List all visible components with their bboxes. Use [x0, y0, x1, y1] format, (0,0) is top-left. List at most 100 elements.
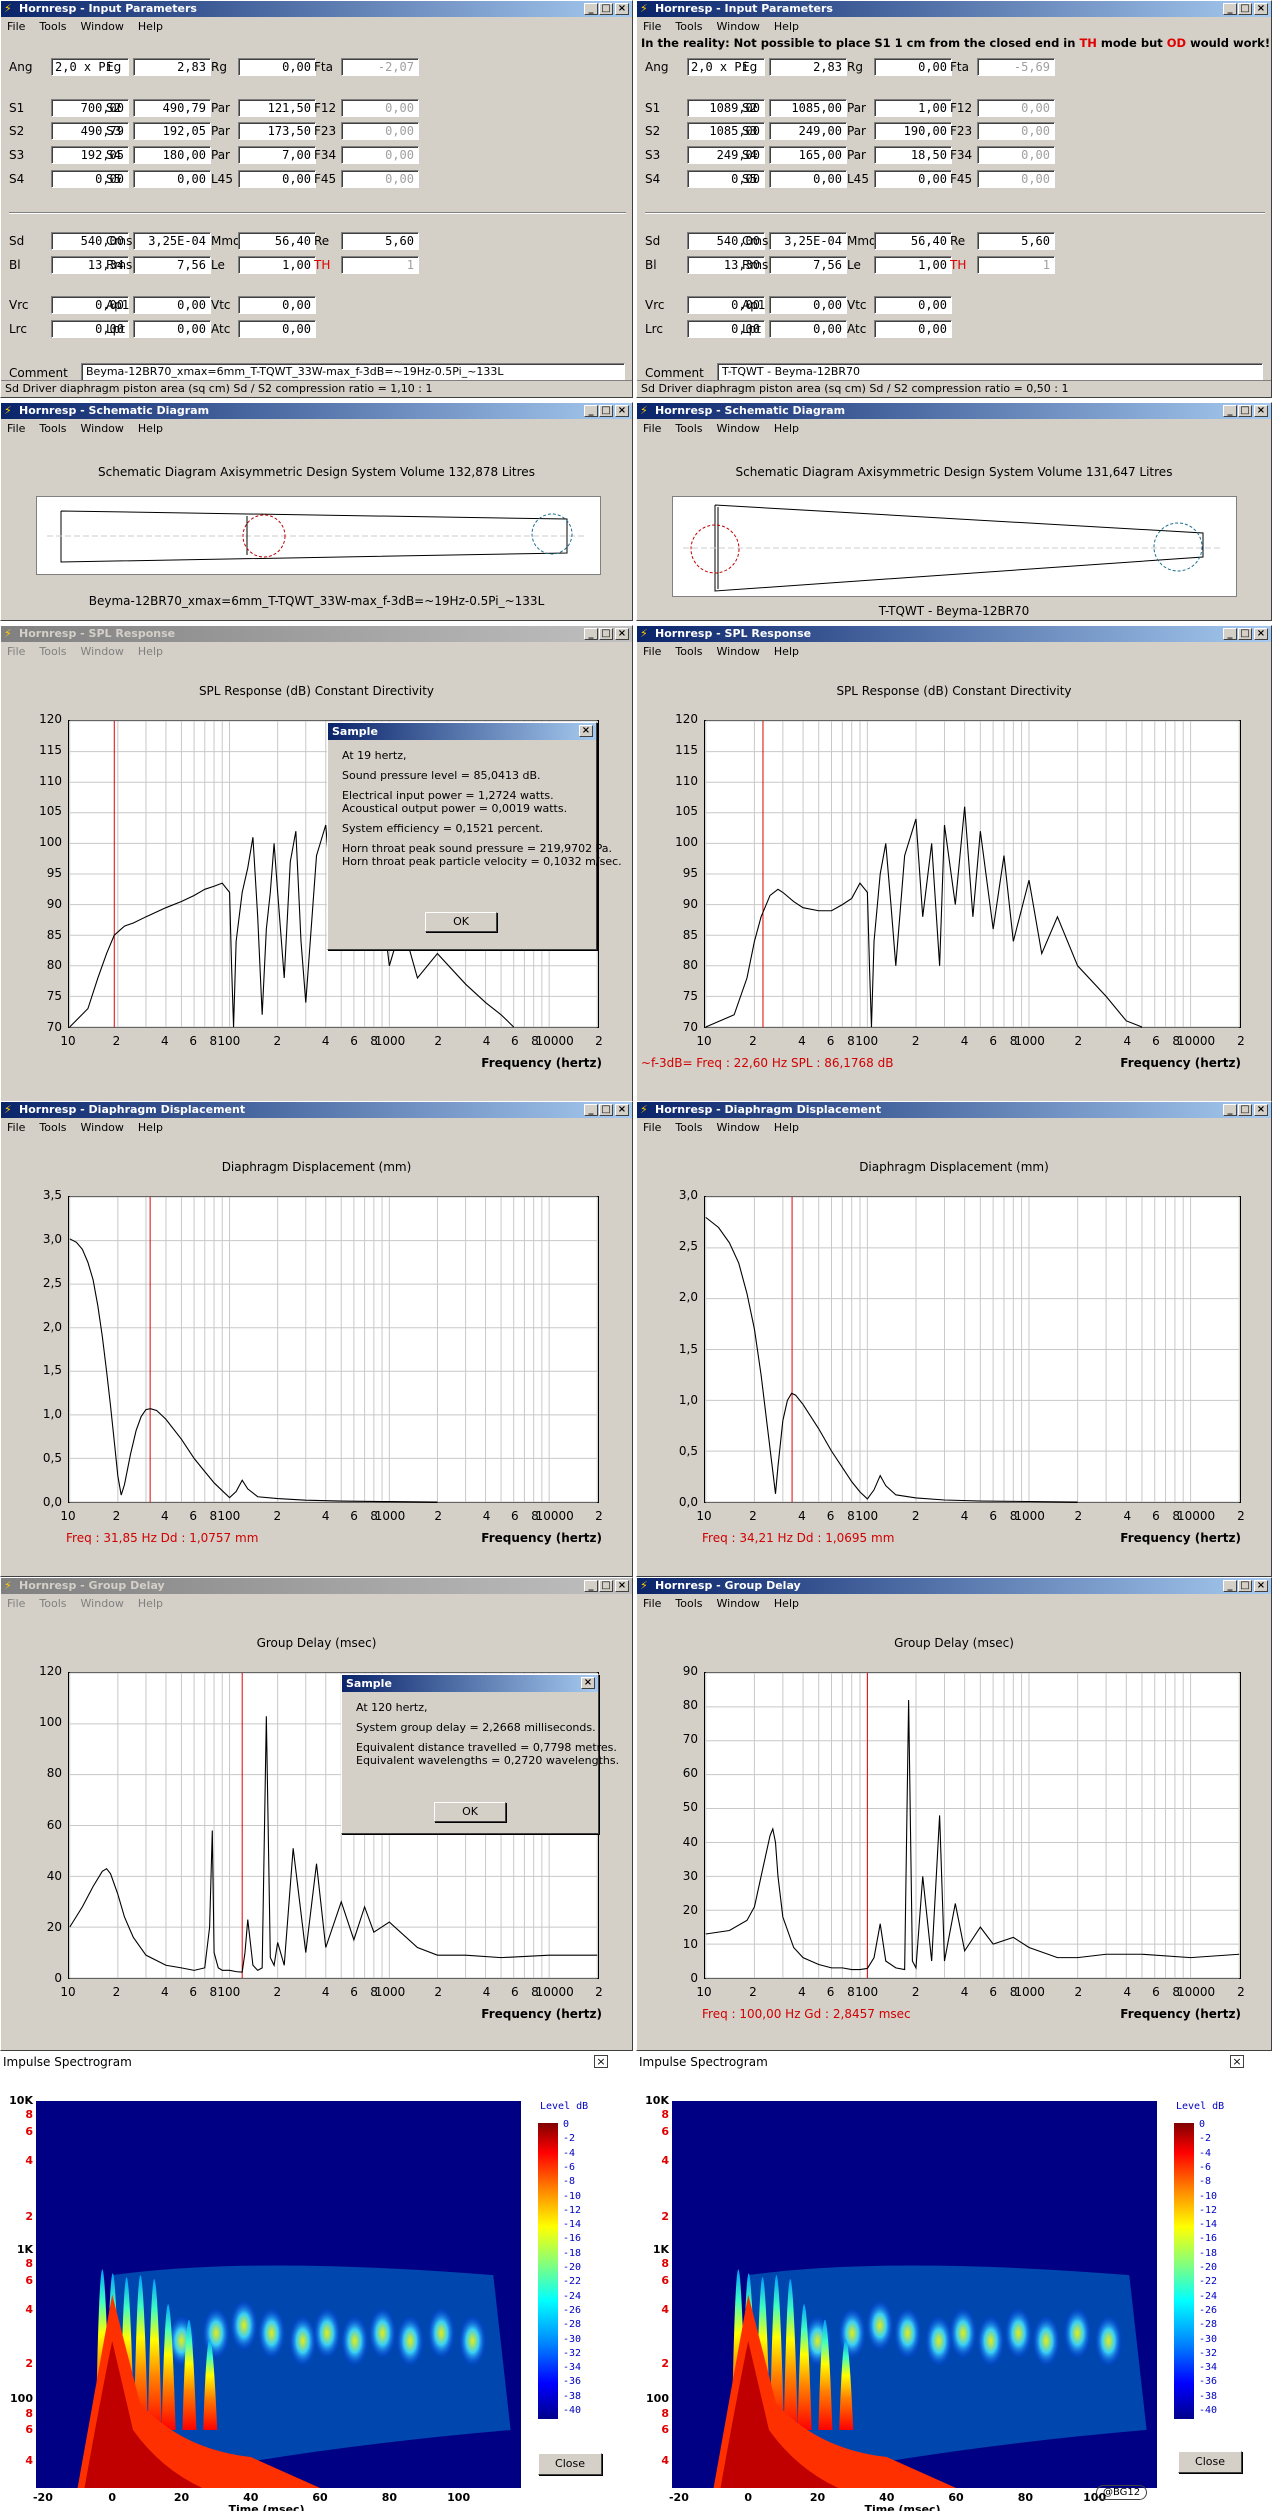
menu-file[interactable]: File	[7, 645, 26, 658]
maximize-button[interactable]: □	[1238, 628, 1252, 640]
menu-window[interactable]: Window	[80, 422, 124, 435]
param-field[interactable]: 0,00	[238, 170, 316, 188]
param-field[interactable]: 121,50	[238, 99, 316, 117]
menu-tools[interactable]: Tools	[39, 1597, 67, 1610]
menu-window[interactable]: Window	[80, 20, 124, 33]
param-field[interactable]: 0,00	[769, 170, 847, 188]
menu-tools[interactable]: Tools	[675, 422, 703, 435]
minimize-button[interactable]: _	[584, 3, 598, 15]
param-field[interactable]: 0,00	[687, 170, 765, 188]
menu-help[interactable]: Help	[773, 1597, 799, 1610]
param-field[interactable]: 249,00	[687, 146, 765, 164]
param-field[interactable]: -5,69	[977, 58, 1055, 76]
param-field[interactable]: 192,05	[51, 146, 129, 164]
param-field[interactable]: 0,00	[977, 122, 1055, 140]
param-field[interactable]: 3,25E-04	[769, 232, 847, 250]
menu-file[interactable]: File	[7, 1597, 26, 1610]
param-field[interactable]: 1085,00	[769, 99, 847, 117]
param-field[interactable]: 540,00	[51, 232, 129, 250]
menu-file[interactable]: File	[7, 1121, 26, 1134]
param-field[interactable]: 18,50	[874, 146, 952, 164]
minimize-button[interactable]: _	[1223, 1580, 1237, 1592]
close-button[interactable]: ×	[615, 1104, 629, 1116]
param-field[interactable]: 0,00	[977, 170, 1055, 188]
param-field[interactable]: 1	[977, 256, 1055, 274]
menu-help[interactable]: Help	[137, 645, 163, 658]
menu-file[interactable]: File	[643, 1597, 662, 1610]
comment-field[interactable]: T-TQWT - Beyma-12BR70	[717, 363, 1263, 381]
param-field[interactable]: 0,00	[51, 296, 129, 314]
menu-window[interactable]: Window	[716, 1121, 760, 1134]
close-button[interactable]: ×	[1254, 405, 1268, 417]
close-x-button[interactable]: ×	[1230, 2055, 1244, 2068]
param-field[interactable]: 56,40	[874, 232, 952, 250]
menu-help[interactable]: Help	[773, 1121, 799, 1134]
param-field[interactable]: 0,00	[977, 99, 1055, 117]
param-field[interactable]: 192,05	[133, 122, 211, 140]
menu-file[interactable]: File	[643, 422, 662, 435]
param-field[interactable]: 190,00	[874, 122, 952, 140]
close-x-button[interactable]: ×	[594, 2055, 608, 2068]
param-field[interactable]: 0,00	[133, 320, 211, 338]
param-field[interactable]: 2,0 x Pi	[687, 58, 765, 76]
comment-field[interactable]: Beyma-12BR70_xmax=6mm_T-TQWT_33W-max_f-3…	[81, 363, 625, 381]
param-field[interactable]: 0,00	[874, 296, 952, 314]
menu-help[interactable]: Help	[137, 422, 163, 435]
param-field[interactable]: 0,00	[769, 320, 847, 338]
param-field[interactable]: 249,00	[769, 122, 847, 140]
param-field[interactable]: 0,00	[687, 296, 765, 314]
minimize-button[interactable]: _	[584, 1580, 598, 1592]
maximize-button[interactable]: □	[1238, 3, 1252, 15]
menu-window[interactable]: Window	[716, 20, 760, 33]
param-field[interactable]: 0,00	[341, 170, 419, 188]
menu-window[interactable]: Window	[716, 645, 760, 658]
menu-file[interactable]: File	[7, 422, 26, 435]
menu-help[interactable]: Help	[773, 645, 799, 658]
param-field[interactable]: 13,30	[687, 256, 765, 274]
param-field[interactable]: 0,00	[51, 170, 129, 188]
param-field[interactable]: 490,79	[51, 122, 129, 140]
maximize-button[interactable]: □	[1238, 1580, 1252, 1592]
param-field[interactable]: 0,00	[238, 320, 316, 338]
param-field[interactable]: 13,34	[51, 256, 129, 274]
menu-window[interactable]: Window	[80, 1597, 124, 1610]
param-field[interactable]: 2,83	[133, 58, 211, 76]
close-button[interactable]: ×	[1254, 628, 1268, 640]
param-field[interactable]: 700,00	[51, 99, 129, 117]
menu-help[interactable]: Help	[137, 1121, 163, 1134]
close-button[interactable]: ×	[615, 628, 629, 640]
menu-file[interactable]: File	[643, 645, 662, 658]
param-field[interactable]: 1089,00	[687, 99, 765, 117]
spectrogram-plot[interactable]	[36, 2101, 521, 2488]
param-field[interactable]: 0,00	[687, 320, 765, 338]
param-field[interactable]: 0,00	[874, 170, 952, 188]
param-field[interactable]: 0,00	[238, 58, 316, 76]
close-button[interactable]: ×	[1254, 1104, 1268, 1116]
menu-help[interactable]: Help	[773, 20, 799, 33]
ok-button[interactable]: OK	[425, 912, 497, 932]
minimize-button[interactable]: _	[1223, 3, 1237, 15]
param-field[interactable]: 2,83	[769, 58, 847, 76]
minimize-button[interactable]: _	[584, 1104, 598, 1116]
maximize-button[interactable]: □	[599, 628, 613, 640]
ok-button[interactable]: OK	[434, 1802, 506, 1822]
menu-tools[interactable]: Tools	[39, 645, 67, 658]
param-field[interactable]: 0,00	[874, 320, 952, 338]
menu-tools[interactable]: Tools	[39, 422, 67, 435]
menu-help[interactable]: Help	[137, 1597, 163, 1610]
close-button[interactable]: Close	[538, 2453, 602, 2475]
maximize-button[interactable]: □	[599, 405, 613, 417]
close-button[interactable]: ×	[615, 1580, 629, 1592]
param-field[interactable]: 1,00	[238, 256, 316, 274]
spectrogram-plot[interactable]	[672, 2101, 1157, 2488]
maximize-button[interactable]: □	[1238, 1104, 1252, 1116]
param-field[interactable]: 0,00	[133, 170, 211, 188]
param-field[interactable]: 0,00	[874, 58, 952, 76]
param-field[interactable]: 0,00	[977, 146, 1055, 164]
menu-help[interactable]: Help	[137, 20, 163, 33]
param-field[interactable]: 7,56	[769, 256, 847, 274]
close-button[interactable]: Close	[1178, 2451, 1242, 2473]
dialog-close-button[interactable]: ×	[579, 725, 593, 737]
param-field[interactable]: 3,25E-04	[133, 232, 211, 250]
param-field[interactable]: 0,00	[133, 296, 211, 314]
